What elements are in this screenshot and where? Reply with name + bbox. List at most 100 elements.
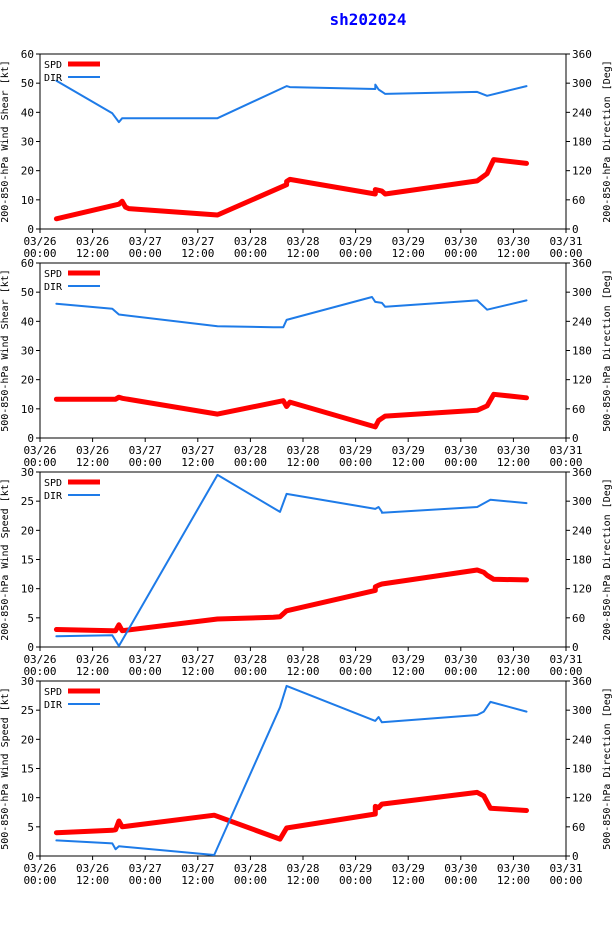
chart-panel-1: 010203040506006012018024030036003/2600:0… [0, 48, 613, 260]
x-axis-time-label: 00:00 [444, 247, 477, 260]
right-axis-tick-label: 360 [572, 675, 592, 688]
x-axis-date-label: 03/29 [392, 444, 425, 457]
x-axis-time-label: 00:00 [234, 456, 267, 469]
x-axis-time-label: 00:00 [234, 665, 267, 678]
right-axis-tick-label: 60 [572, 821, 585, 834]
x-axis-date-label: 03/29 [392, 235, 425, 248]
legend-spd-label: SPD [44, 478, 62, 489]
right-axis-tick-label: 240 [572, 315, 592, 328]
x-axis-date-label: 03/26 [76, 235, 109, 248]
legend-spd-label: SPD [44, 60, 62, 71]
right-axis-label: 500-850-hPa Direction [Deg] [602, 687, 613, 850]
right-axis-label: 200-850-hPa Direction [Deg] [602, 478, 613, 641]
right-axis-tick-label: 60 [572, 403, 585, 416]
dir-series-line [55, 473, 528, 647]
x-axis-date-label: 03/27 [129, 653, 162, 666]
right-axis-tick-label: 180 [572, 763, 592, 776]
left-axis-tick-label: 40 [21, 315, 34, 328]
right-axis-tick-label: 0 [572, 223, 579, 236]
left-axis-tick-label: 5 [27, 612, 34, 625]
right-axis-tick-label: 240 [572, 733, 592, 746]
legend-spd-label: SPD [44, 269, 62, 280]
left-axis-tick-label: 0 [27, 641, 34, 654]
x-axis-time-label: 00:00 [129, 456, 162, 469]
right-axis-tick-label: 360 [572, 48, 592, 61]
x-axis-date-label: 03/28 [234, 653, 267, 666]
x-axis-date-label: 03/27 [129, 444, 162, 457]
right-axis-tick-label: 180 [572, 345, 592, 358]
x-axis-time-label: 12:00 [286, 456, 319, 469]
right-axis-tick-label: 240 [572, 106, 592, 119]
x-axis-time-label: 12:00 [392, 665, 425, 678]
x-axis-time-label: 12:00 [286, 665, 319, 678]
left-axis-tick-label: 10 [21, 194, 34, 207]
x-axis-date-label: 03/26 [76, 444, 109, 457]
x-axis-date-label: 03/27 [181, 444, 214, 457]
x-axis-time-label: 00:00 [339, 665, 372, 678]
x-axis-date-label: 03/31 [549, 653, 582, 666]
x-axis-time-label: 00:00 [129, 665, 162, 678]
x-axis-date-label: 03/29 [339, 653, 372, 666]
x-axis-date-label: 03/28 [286, 235, 319, 248]
left-axis-tick-label: 10 [21, 403, 34, 416]
x-axis-time-label: 00:00 [23, 874, 56, 887]
x-axis-time-label: 12:00 [497, 456, 530, 469]
x-axis-time-label: 00:00 [23, 247, 56, 260]
right-axis-tick-label: 120 [572, 792, 592, 805]
legend-dir-label: DIR [44, 491, 63, 502]
x-axis-date-label: 03/31 [549, 235, 582, 248]
left-axis-label: 500-850-hPa Wind Speed [kt] [0, 687, 11, 850]
left-axis-tick-label: 30 [21, 466, 34, 479]
x-axis-date-label: 03/30 [444, 653, 477, 666]
x-axis-time-label: 12:00 [497, 665, 530, 678]
x-axis-time-label: 00:00 [549, 456, 582, 469]
left-axis-tick-label: 30 [21, 675, 34, 688]
x-axis-date-label: 03/27 [181, 653, 214, 666]
x-axis-time-label: 00:00 [444, 665, 477, 678]
left-axis-tick-label: 20 [21, 733, 34, 746]
left-axis-tick-label: 5 [27, 821, 34, 834]
legend-dir-label: DIR [44, 700, 63, 711]
x-axis-time-label: 12:00 [497, 874, 530, 887]
left-axis-tick-label: 40 [21, 106, 34, 119]
x-axis-time-label: 12:00 [286, 874, 319, 887]
x-axis-date-label: 03/29 [339, 235, 372, 248]
left-axis-tick-label: 0 [27, 850, 34, 863]
x-axis-time-label: 00:00 [234, 247, 267, 260]
right-axis-tick-label: 120 [572, 165, 592, 178]
x-axis-date-label: 03/29 [392, 653, 425, 666]
left-axis-tick-label: 50 [21, 286, 34, 299]
x-axis-time-label: 00:00 [339, 247, 372, 260]
right-axis-label: 200-850-hPa Direction [Deg] [602, 60, 613, 223]
left-axis-tick-label: 20 [21, 524, 34, 537]
x-axis-time-label: 12:00 [76, 456, 109, 469]
x-axis-date-label: 03/30 [497, 235, 530, 248]
right-axis-tick-label: 0 [572, 641, 579, 654]
plot-frame [39, 471, 567, 648]
chart-title: sh202024 [329, 10, 406, 29]
x-axis-time-label: 12:00 [392, 874, 425, 887]
x-axis-time-label: 00:00 [339, 874, 372, 887]
x-axis-time-label: 12:00 [181, 247, 214, 260]
right-axis-tick-label: 60 [572, 612, 585, 625]
right-axis-tick-label: 180 [572, 554, 592, 567]
right-axis-tick-label: 120 [572, 583, 592, 596]
legend-dir-label: DIR [44, 282, 63, 293]
x-axis-time-label: 00:00 [23, 665, 56, 678]
left-axis-tick-label: 20 [21, 165, 34, 178]
x-axis-date-label: 03/27 [181, 862, 214, 875]
x-axis-date-label: 03/29 [339, 862, 372, 875]
x-axis-time-label: 00:00 [234, 874, 267, 887]
x-axis-date-label: 03/30 [497, 653, 530, 666]
left-axis-tick-label: 60 [21, 48, 34, 61]
x-axis-date-label: 03/31 [549, 862, 582, 875]
right-axis-tick-label: 0 [572, 850, 579, 863]
x-axis-date-label: 03/28 [286, 444, 319, 457]
x-axis-time-label: 12:00 [76, 665, 109, 678]
right-axis-tick-label: 300 [572, 704, 592, 717]
chart-panel-4: 05101520253006012018024030036003/2600:00… [0, 675, 613, 887]
x-axis-time-label: 12:00 [392, 247, 425, 260]
right-axis-tick-label: 300 [572, 286, 592, 299]
spd-series-line [53, 157, 529, 222]
